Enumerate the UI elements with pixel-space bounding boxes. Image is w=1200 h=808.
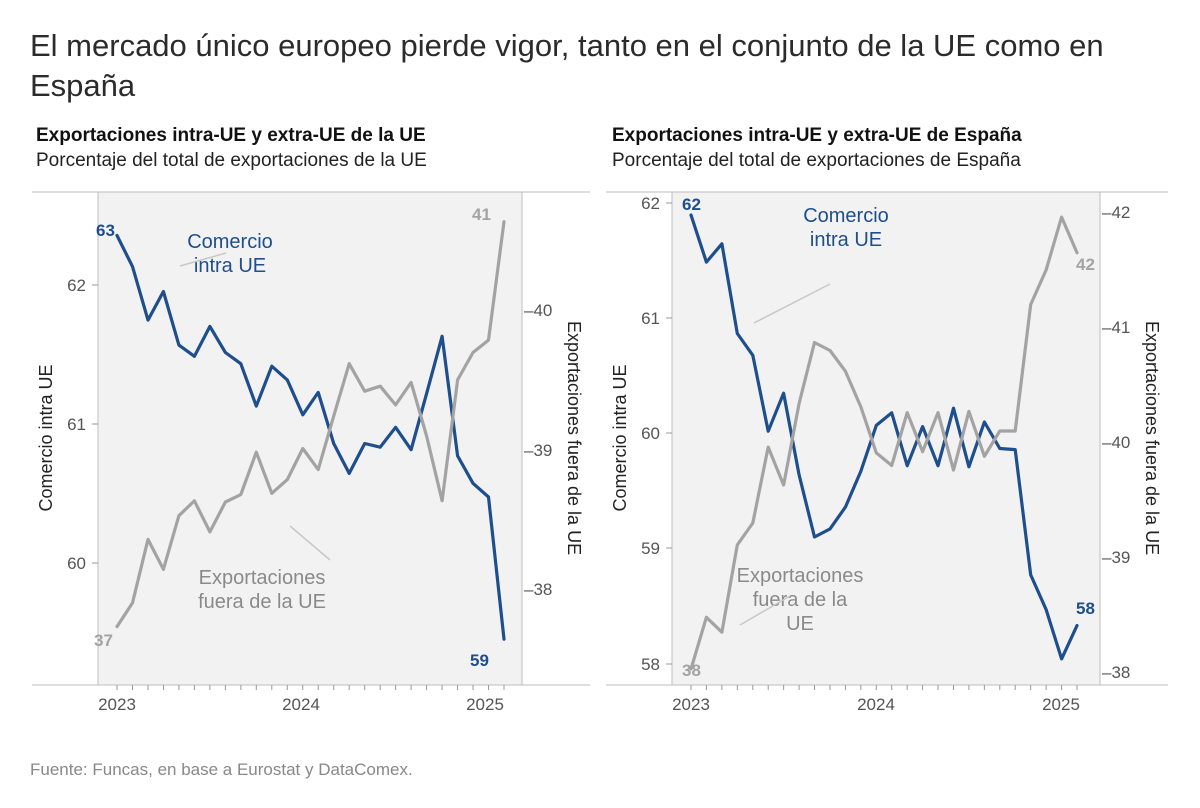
chart-subtitle: Porcentaje del total de exportaciones de…: [612, 150, 1021, 171]
page-title: El mercado único europeo pierde vigor, t…: [30, 28, 1104, 103]
y-right-tick-label: –41: [1102, 318, 1130, 337]
annotation-line: UE: [786, 613, 814, 635]
x-tick-label: 2023: [98, 695, 136, 714]
series-line-intra-ue: [689, 213, 1079, 661]
chart-title: Exportaciones intra-UE y extra-UE de la …: [36, 125, 426, 146]
annotation-line: Comercio: [803, 205, 889, 227]
x-tick-label: 2024: [857, 695, 895, 714]
chart-title: Exportaciones intra-UE y extra-UE de Esp…: [612, 125, 1022, 146]
y-left-tick-label: 61: [641, 309, 660, 328]
annotation-leader: [179, 252, 227, 267]
annotation-leader: [289, 525, 331, 561]
series-line-fuera-ue: [689, 215, 1079, 671]
annotation-fuera-ue: Exportaciones fuera de la UE: [198, 567, 326, 613]
y-left-tick-label: 60: [67, 554, 86, 573]
y-left-tick-label: 62: [67, 276, 86, 295]
annotation-line: fuera de la: [753, 589, 848, 611]
series-line-intra-ue: [115, 233, 506, 641]
chart-header-spain: Exportaciones intra-UE y extra-UE de Esp…: [612, 124, 1022, 174]
y-left-tick-label: 62: [641, 194, 660, 213]
end-label-fuera-ue: 41: [472, 205, 491, 224]
series-line-fuera-ue: [115, 220, 506, 629]
y-right-tick-label: –39: [524, 441, 552, 460]
start-label-intra-ue: 63: [96, 221, 115, 240]
y-left-tick-label: 61: [67, 415, 86, 434]
plot-area: [672, 192, 1100, 685]
annotation-line: Comercio: [187, 231, 273, 253]
end-label-intra-ue: 59: [470, 651, 489, 670]
end-label-fuera-ue: 42: [1076, 255, 1095, 274]
y-right-tick-label: –39: [1102, 548, 1130, 567]
annotation-line: Exportaciones: [737, 565, 864, 587]
annotation-intra-ue: Comercio intra UE: [803, 205, 889, 251]
y-right-tick-label: –38: [1102, 663, 1130, 682]
y-left-axis-label: Comercio intra UE: [36, 364, 56, 511]
x-tick-label: 2023: [672, 695, 710, 714]
source-note: Fuente: Funcas, en base a Eurostat y Dat…: [30, 760, 413, 779]
y-left-axis-label: Comercio intra UE: [610, 364, 630, 511]
y-right-tick-label: –38: [524, 580, 552, 599]
x-tick-label: 2025: [466, 695, 504, 714]
x-tick-label: 2025: [1042, 695, 1080, 714]
y-left-tick-label: 59: [641, 539, 660, 558]
annotation-line: fuera de la UE: [198, 591, 326, 613]
y-right-tick-label: –40: [1102, 433, 1130, 452]
y-left-tick-label: 60: [641, 424, 660, 443]
start-label-intra-ue: 62: [682, 195, 701, 214]
chart-eu: 2023 2024 2025 62 61 60 –40 –39 –38 Comercio intr…: [32, 191, 590, 714]
y-right-axis-label: Exportaciones fuera de la UE: [1142, 321, 1162, 555]
annotation-fuera-ue: Exportaciones fuera de la UE: [737, 565, 864, 635]
chart-spain: 2023 2024 2025 62 61 60 59 58 –42 –41 –40 –39 –38 Com…: [606, 191, 1168, 714]
annotation-leader: [753, 283, 831, 324]
end-label-intra-ue: 58: [1076, 599, 1095, 618]
chart-header-eu: Exportaciones intra-UE y extra-UE de la …: [36, 124, 427, 174]
annotation-leader: [739, 595, 791, 626]
x-tick-label: 2024: [282, 695, 320, 714]
chart-subtitle: Porcentaje del total de exportaciones de…: [36, 150, 427, 171]
y-right-tick-label: –40: [524, 301, 552, 320]
y-left-tick-label: 58: [641, 655, 660, 674]
y-right-tick-label: –42: [1102, 203, 1130, 222]
annotation-line: intra UE: [810, 229, 882, 251]
start-label-fuera-ue: 38: [682, 661, 701, 680]
y-right-axis-label: Exportaciones fuera de la UE: [564, 321, 584, 555]
start-label-fuera-ue: 37: [94, 631, 113, 650]
annotation-line: intra UE: [194, 255, 266, 277]
annotation-line: Exportaciones: [199, 567, 326, 589]
annotation-intra-ue: Comercio intra UE: [187, 231, 273, 277]
